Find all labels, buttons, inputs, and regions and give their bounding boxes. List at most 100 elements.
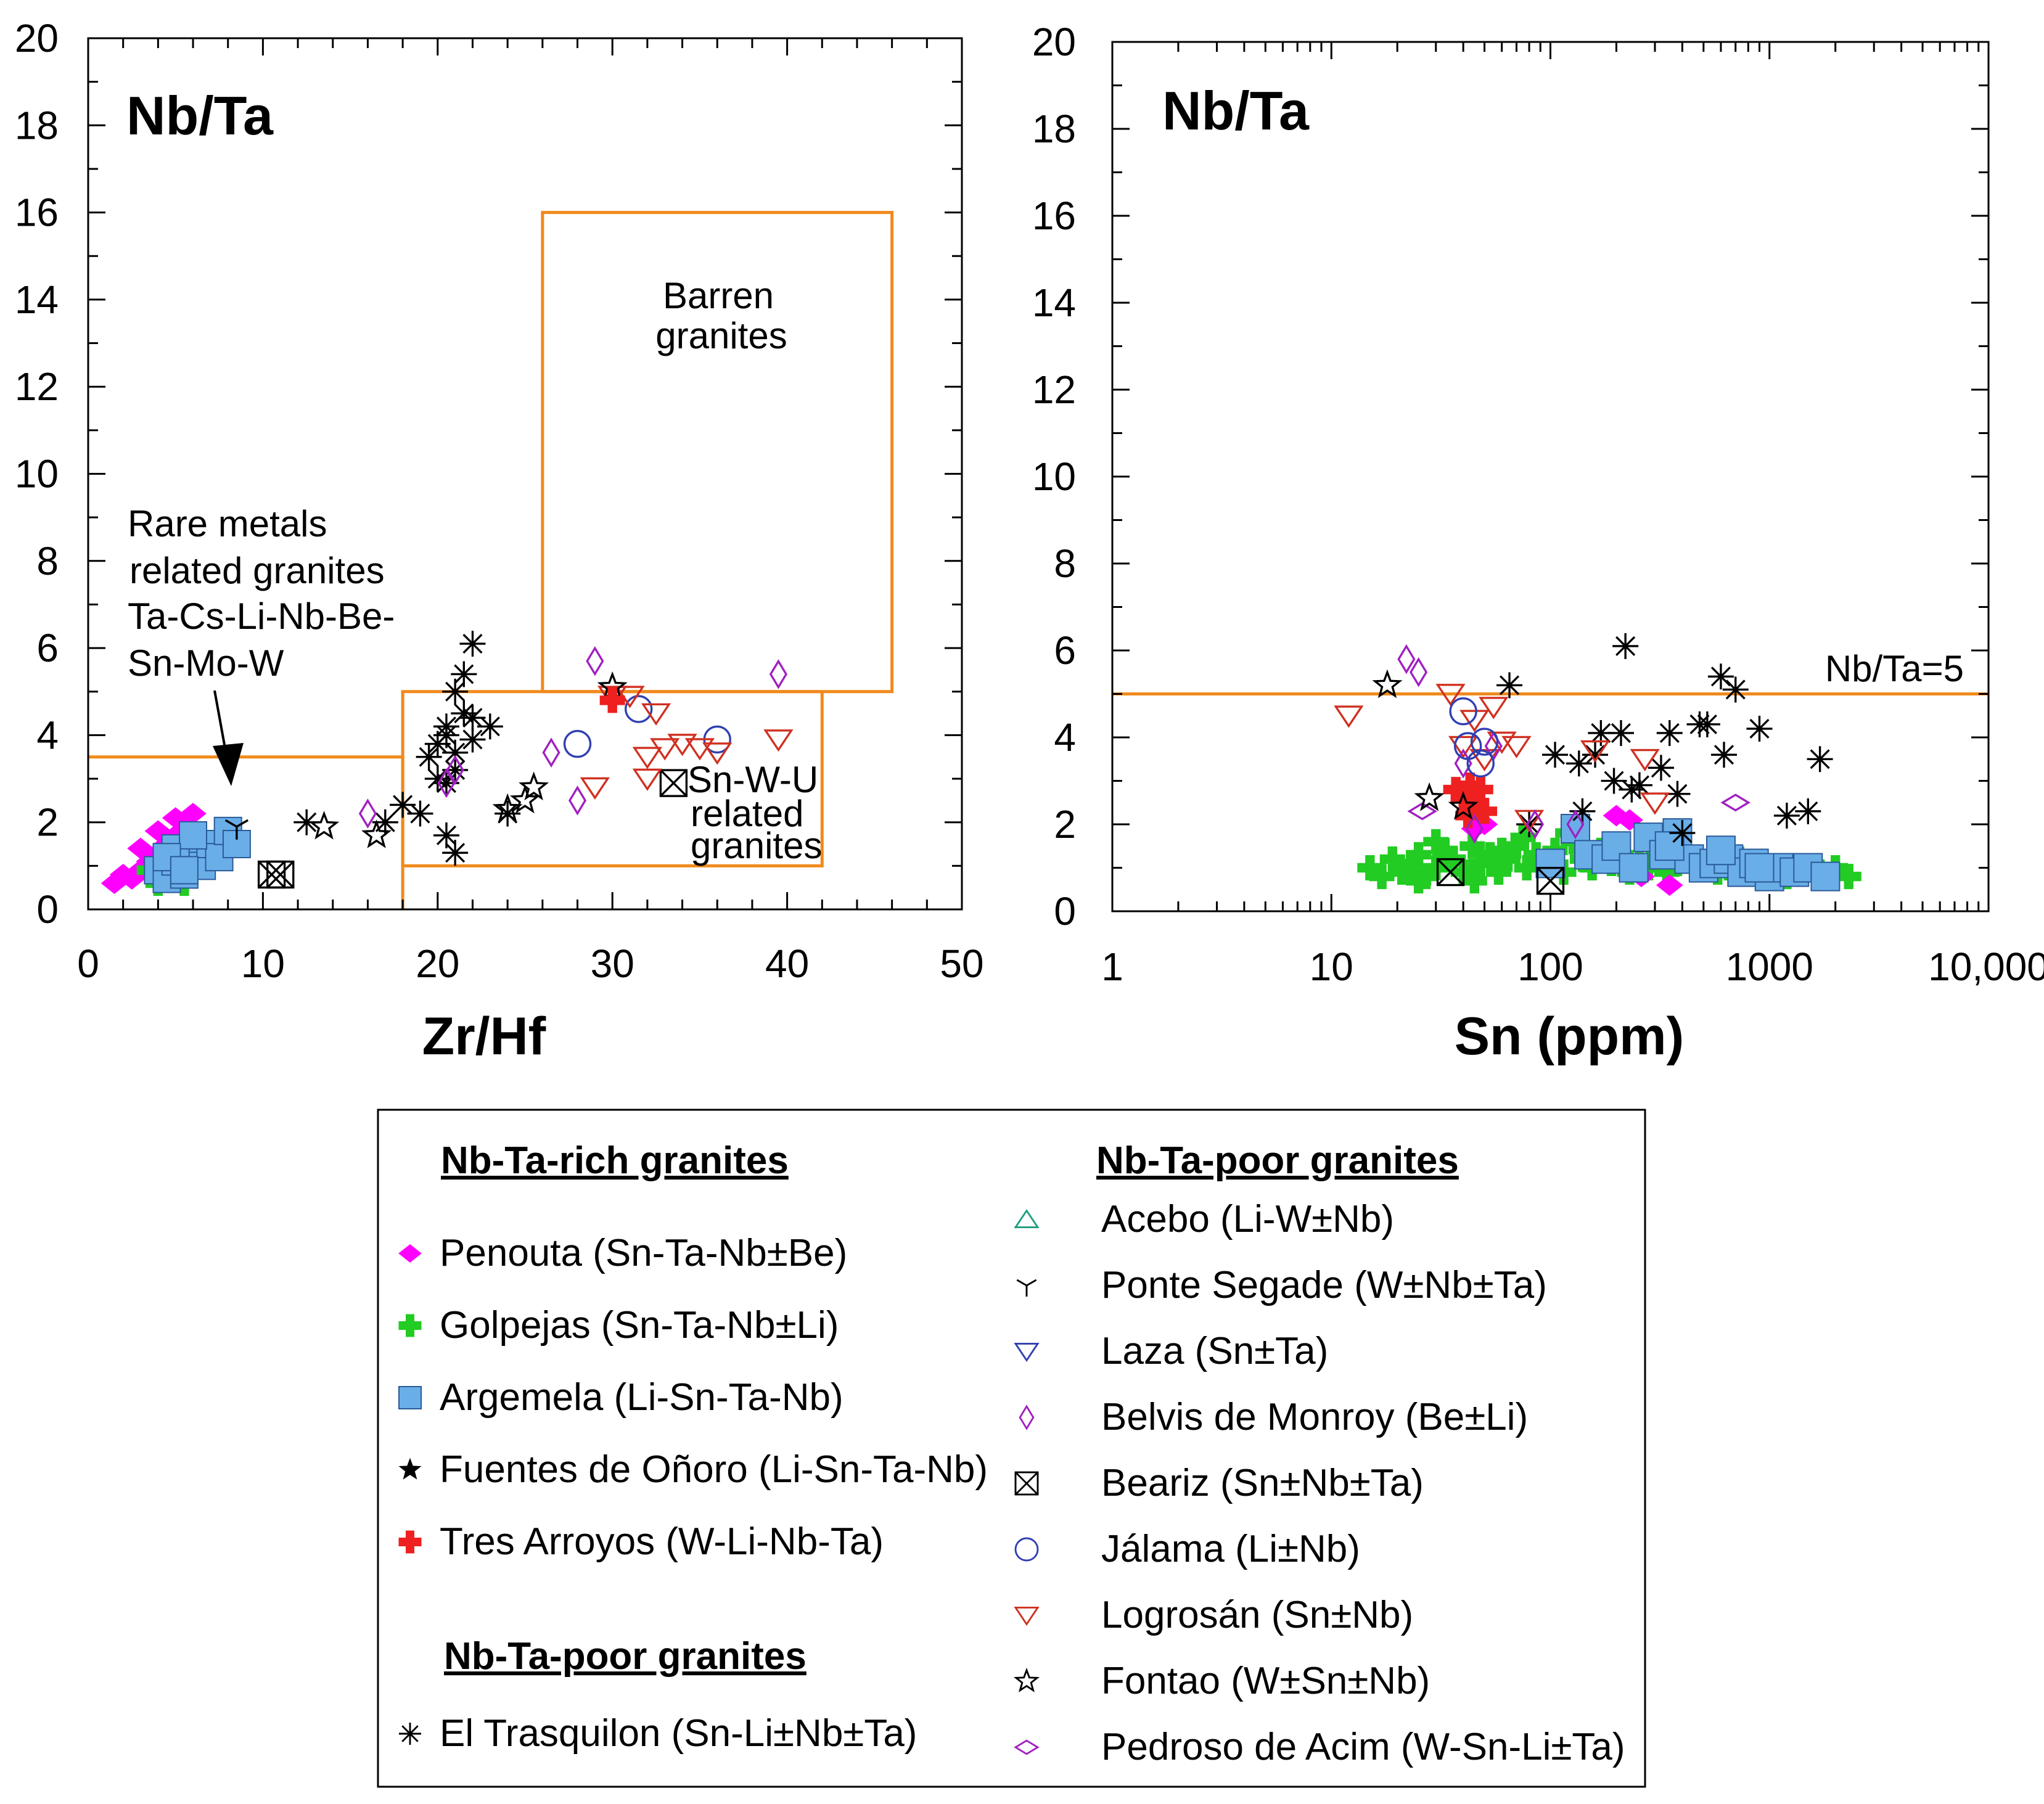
right-x-tick-label: 1000 xyxy=(1726,945,1813,989)
left-y-tick-labels: 0 2 4 6 8 10 12 14 16 18 20 xyxy=(15,16,59,932)
point-logros xyxy=(641,703,671,726)
point-penouta xyxy=(1656,874,1683,896)
point-beariz xyxy=(659,769,688,797)
point-argemela xyxy=(1535,848,1566,879)
snwu-line-1: Sn-W-U xyxy=(687,759,818,800)
legend-label: Laza (Sn±Ta) xyxy=(1101,1330,1328,1372)
point-el xyxy=(1656,720,1683,746)
point-logros xyxy=(1514,810,1545,832)
point-tres xyxy=(599,687,625,713)
legend-label: El Trasquilon (Sn-Li±Nb±Ta) xyxy=(440,1712,917,1755)
point-el xyxy=(1619,776,1645,803)
diamond-wide-open-icon xyxy=(1014,1739,1040,1755)
left-panel-title: Nb/Ta xyxy=(126,85,274,146)
point-golpejas xyxy=(1461,868,1487,894)
left-y-tick-label: 14 xyxy=(15,277,59,322)
point-logros xyxy=(632,768,663,791)
point-pedroso xyxy=(1407,802,1437,821)
point-beariz xyxy=(1436,858,1465,887)
legend-heading-poor-left: Nb-Ta-poor granites xyxy=(444,1635,807,1678)
point-golpejas xyxy=(1489,837,1515,863)
point-fontao xyxy=(492,793,523,822)
legend-label: Jálama (Li±Nb) xyxy=(1101,1528,1360,1570)
legend-label: Fontao (W±Sn±Nb) xyxy=(1101,1660,1430,1702)
tripod-icon xyxy=(1016,1279,1037,1297)
left-x-tick-label: 20 xyxy=(416,941,459,986)
left-y-tick-label: 20 xyxy=(15,16,59,60)
left-y-tick-label: 2 xyxy=(36,800,59,845)
point-el xyxy=(1669,820,1696,847)
barren-line-1: Barren xyxy=(663,275,774,316)
legend-label: Beariz (Sn±Nb±Ta) xyxy=(1101,1462,1424,1504)
point-golpejas xyxy=(1369,864,1395,890)
point-el xyxy=(1582,742,1609,768)
legend-item-j: Jálama (Li±Nb) xyxy=(1014,1528,1360,1570)
point-el xyxy=(442,840,469,866)
legend-item-penouta: Penouta (Sn-Ta-Nb±Be) xyxy=(398,1232,847,1274)
barren-line-2: granites xyxy=(655,315,787,356)
legend-label: Logrosán (Sn±Nb) xyxy=(1101,1594,1413,1636)
point-logros xyxy=(1580,740,1611,763)
right-x-tick-label: 10 xyxy=(1310,945,1353,989)
snwu-line-2: related xyxy=(691,793,803,834)
reference-line-label: Nb/Ta=5 xyxy=(1825,648,1964,689)
left-data-points xyxy=(101,631,794,896)
left-y-tick-label: 6 xyxy=(36,626,59,670)
legend-item-fuentes: Fuentes de Oñoro (Li-Sn-Ta-Nb) xyxy=(398,1448,988,1491)
point-el xyxy=(1746,715,1773,742)
point-el xyxy=(407,800,433,827)
point-logros xyxy=(1435,684,1466,707)
plus-filled-icon xyxy=(398,1314,422,1337)
left-x-tick-labels: 0 10 20 30 40 50 xyxy=(77,941,983,986)
point-penouta xyxy=(127,837,154,859)
right-y-tick-label: 4 xyxy=(1054,715,1076,760)
right-y-tick-labels: 0 2 4 6 8 10 12 14 16 18 20 xyxy=(1032,20,1076,933)
right-scatter-panel: 0 2 4 6 8 10 12 14 16 18 20 1 10 100 1000 10,000 Nb/Ta… xyxy=(1032,20,2044,1066)
point-golpejas xyxy=(1485,859,1511,885)
point-argemela xyxy=(179,821,208,850)
legend-item-pedroso: Pedroso de Acim (W-Sn-Li±Ta) xyxy=(1014,1726,1625,1768)
right-y-tick-label: 12 xyxy=(1032,367,1076,412)
point-fontao xyxy=(519,771,549,801)
point-fontao xyxy=(309,811,340,840)
point-el xyxy=(1707,663,1734,690)
point-belvis xyxy=(586,646,604,676)
left-x-tick-label: 30 xyxy=(591,941,634,986)
circle-open-icon xyxy=(1014,1537,1039,1562)
point-golpejas xyxy=(1423,829,1449,855)
right-axis-ticks xyxy=(1111,41,1989,912)
right-y-tick-label: 16 xyxy=(1032,194,1076,238)
rare-metals-line-4: Sn-Mo-W xyxy=(128,642,284,684)
left-y-tick-label: 10 xyxy=(15,452,59,496)
right-y-tick-label: 18 xyxy=(1032,107,1076,151)
point-logros xyxy=(1334,705,1364,728)
point-el xyxy=(1648,755,1674,781)
point-el xyxy=(1496,672,1523,699)
rare-metals-annotation: Rare metals related granites Ta-Cs-Li-Nb… xyxy=(128,503,395,684)
point-logros xyxy=(580,777,610,800)
triangle-open-icon xyxy=(1014,1209,1040,1229)
hourglass-icon xyxy=(1014,1471,1039,1496)
barren-field xyxy=(541,211,894,694)
point-el xyxy=(1626,772,1652,798)
legend-label: Belvis de Monroy (Be±Li) xyxy=(1101,1396,1528,1438)
point-el xyxy=(1566,750,1592,777)
point-fontao xyxy=(1414,782,1445,811)
point-el xyxy=(1795,798,1821,824)
legend-item-laza: Laza (Sn±Ta) xyxy=(1014,1330,1328,1372)
point-logros xyxy=(667,734,697,756)
left-axis-ticks xyxy=(87,37,963,911)
star-open-icon xyxy=(1013,1667,1040,1692)
diamond-filled-icon xyxy=(398,1244,422,1263)
point-belvis xyxy=(769,659,787,689)
left-y-tick-label: 0 xyxy=(36,887,59,932)
right-data-points xyxy=(1334,633,1861,896)
legend-column-1: Penouta (Sn-Ta-Nb±Be) Golpejas (Sn-Ta-Nb±… xyxy=(398,1232,988,1563)
point-logros xyxy=(1479,697,1509,720)
left-x-tick-label: 10 xyxy=(241,941,285,986)
left-x-axis-title: Zr/Hf xyxy=(422,1007,546,1066)
point-el xyxy=(1710,742,1737,768)
point-argemela xyxy=(1744,853,1775,883)
right-panel-title: Nb/Ta xyxy=(1162,80,1310,141)
